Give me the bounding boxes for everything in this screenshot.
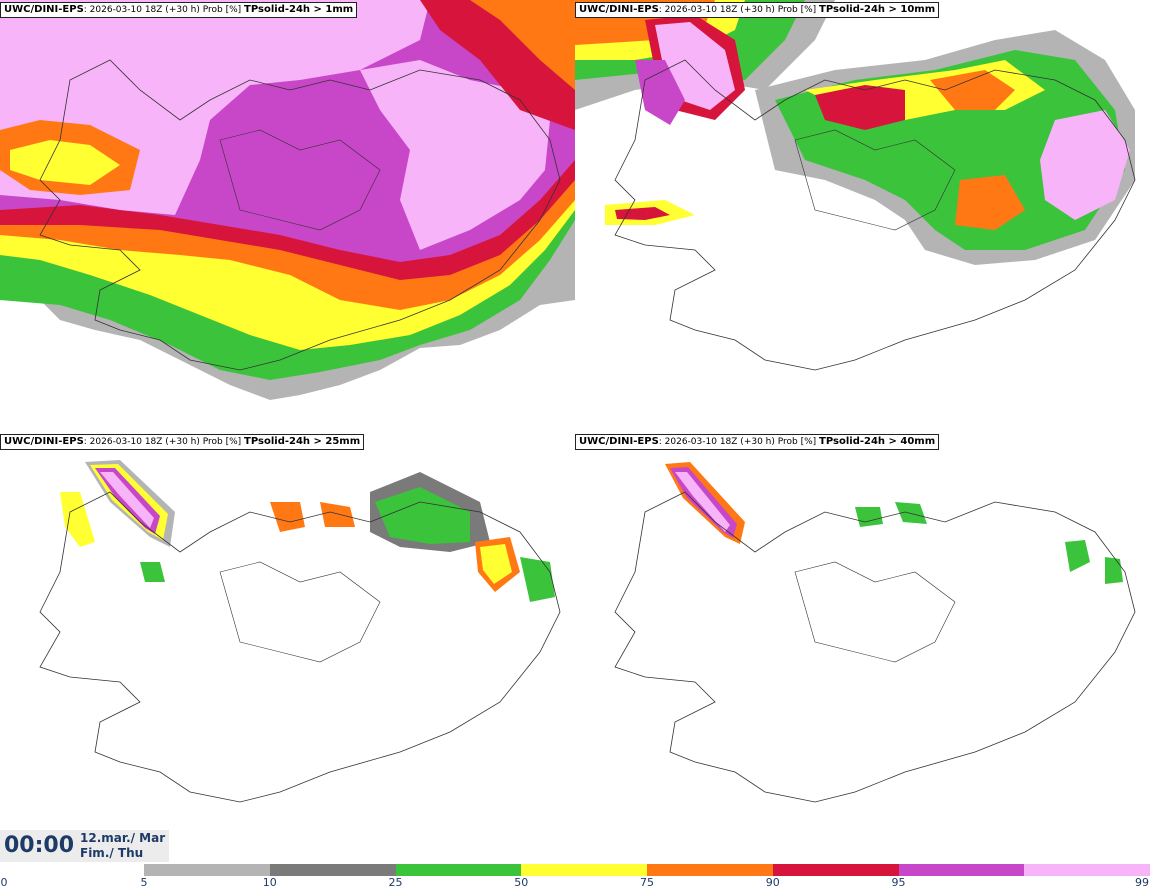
colorbar-tick-label: 90 [765,876,780,889]
parameter-label: TPsolid-24h > 25mm [244,436,361,447]
valid-time-clock: 00:00 [4,833,75,858]
run-info: : 2026-03-10 18Z (+30 h) Prob [%] [83,5,242,15]
map-panel-25mm: UWC/DINI-EPS: 2026-03-10 18Z (+30 h) Pro… [0,432,575,864]
run-info: : 2026-03-10 18Z (+30 h) Prob [%] [83,437,242,447]
colorbar-tick-label: 50 [514,876,529,889]
colorbar-swatch [898,864,1025,876]
parameter-label: TPsolid-24h > 40mm [819,436,936,447]
model-name: UWC/DINI-EPS [579,436,659,447]
colorbar-swatch [144,864,270,876]
colorbar-tick-label: 25 [388,876,403,889]
colorbar-tick-label: 75 [640,876,654,889]
colorbar-swatch [1024,864,1150,876]
map-panel-10mm: UWC/DINI-EPS: 2026-03-10 18Z (+30 h) Pro… [575,0,1150,432]
panel-title: UWC/DINI-EPS: 2026-03-10 18Z (+30 h) Pro… [0,434,365,450]
colorbar-tick-label: 95 [891,876,906,889]
run-info: : 2026-03-10 18Z (+30 h) Prob [%] [658,437,817,447]
panel-title: UWC/DINI-EPS: 2026-03-10 18Z (+30 h) Pro… [575,434,940,450]
colorbar-tick-label: 0 [0,876,8,889]
probability-map [0,0,575,432]
probability-colorbar [144,864,1150,876]
valid-time-box: 00:00 12.mar./ Mar Fim./ Thu [0,830,169,862]
colorbar-tick-label: 10 [262,876,277,889]
colorbar-swatch [269,864,396,876]
colorbar-swatch [521,864,647,876]
probability-map [575,432,1150,864]
parameter-label: TPsolid-24h > 10mm [819,4,936,15]
panel-title: UWC/DINI-EPS: 2026-03-10 18Z (+30 h) Pro… [575,2,940,18]
valid-date-line: 12.mar./ Mar [80,831,166,845]
colorbar-swatch [395,864,522,876]
colorbar-swatch [647,864,773,876]
model-name: UWC/DINI-EPS [4,436,84,447]
model-name: UWC/DINI-EPS [4,4,84,15]
probability-map [0,432,575,864]
probability-map [575,0,1150,432]
colorbar-swatch [772,864,899,876]
map-panel-40mm: UWC/DINI-EPS: 2026-03-10 18Z (+30 h) Pro… [575,432,1150,864]
map-panel-1mm: UWC/DINI-EPS: 2026-03-10 18Z (+30 h) Pro… [0,0,575,432]
valid-weekday-line: Fim./ Thu [80,846,144,860]
parameter-label: TPsolid-24h > 1mm [244,4,354,15]
run-info: : 2026-03-10 18Z (+30 h) Prob [%] [658,5,817,15]
colorbar-tick-label: 99 [1135,876,1149,889]
panel-title: UWC/DINI-EPS: 2026-03-10 18Z (+30 h) Pro… [0,2,358,18]
colorbar-tick-label: 5 [140,876,148,889]
model-name: UWC/DINI-EPS [579,4,659,15]
